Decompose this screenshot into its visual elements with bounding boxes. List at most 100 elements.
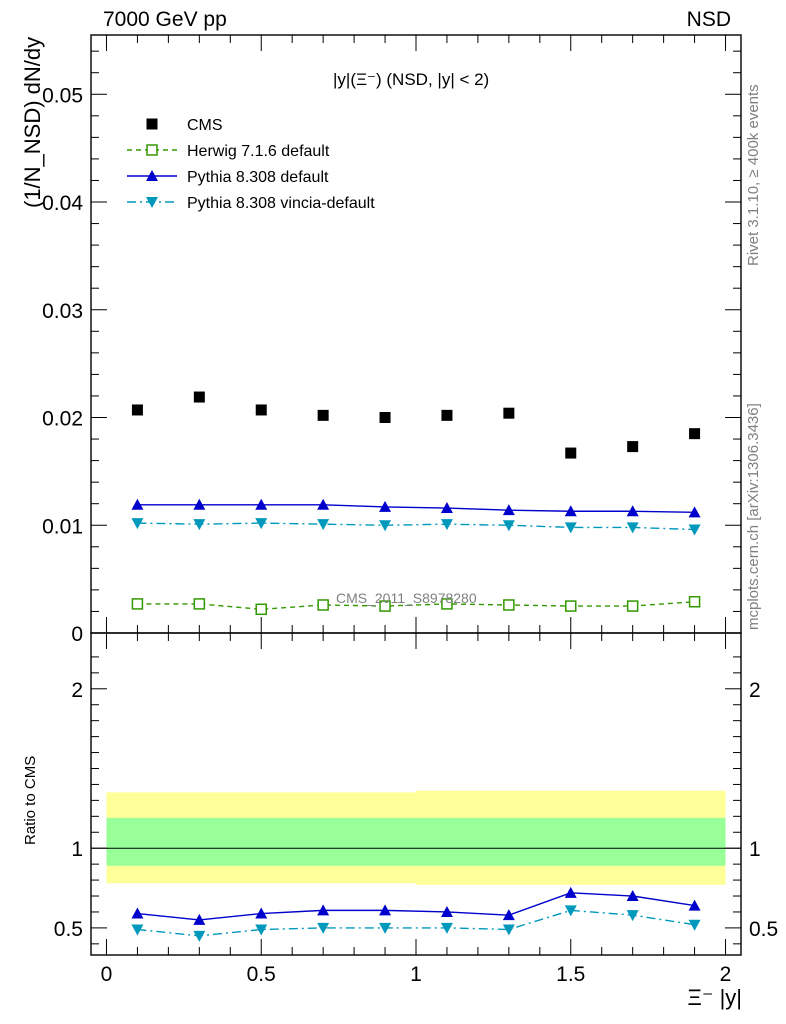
ratio-pythia-8-308-vincia-default-point [440, 922, 453, 934]
main-herwig-7-1-6-default-line [137, 601, 695, 610]
legend: CMS Herwig 7.1.6 default Pythia 8.308 defa… [127, 117, 375, 212]
main-pythia-8-308-vincia-default-point [688, 524, 701, 536]
rivet-label: Rivet 3.1.10, ≥ 400k events [745, 84, 762, 266]
mcplots-label: mcplots.cern.ch [arXiv:1306.3436] [745, 403, 762, 630]
data-series [131, 391, 701, 942]
energy-label: 7000 GeV pp [103, 8, 227, 31]
x-tick-label: 0 [101, 963, 113, 986]
main-herwig-7-1-6-default-point [193, 598, 206, 610]
main-herwig-7-1-6-default-point [255, 603, 267, 616]
main-herwig-7-1-6-default-point [688, 596, 701, 608]
ratio-pythia-8-308-default-point [255, 907, 268, 919]
main-pythia-8-308-vincia-default-series [131, 518, 701, 536]
main-cms-point [627, 441, 639, 453]
main-herwig-7-1-6-default-series [131, 596, 701, 616]
main-pythia-8-308-default-series [131, 498, 701, 518]
ratio-pythia-8-308-default-point [131, 907, 144, 919]
ratio-pythia-8-308-default-point [317, 904, 330, 916]
main-herwig-7-1-6-default-point [317, 599, 329, 611]
ratio-bands [91, 790, 741, 885]
main-pythia-8-308-default-point [379, 500, 392, 512]
ratio-y-tick-label-left: 2 [71, 679, 83, 702]
ratio-pythia-8-308-default-point [502, 909, 515, 921]
main-y-tick-label: 0 [71, 623, 83, 646]
main-pythia-8-308-vincia-default-point [317, 519, 330, 531]
x-tick-label: 1.5 [556, 963, 585, 986]
legend-label: Pythia 8.308 vincia-default [187, 195, 375, 212]
main-herwig-7-1-6-default-point [565, 600, 577, 612]
main-cms-point [193, 391, 205, 403]
ratio-y-tick-label-left: 0.5 [54, 918, 83, 941]
x-tick-label: 2 [720, 963, 732, 986]
ratio-y-tick-label-right: 2 [749, 679, 761, 702]
main-herwig-7-1-6-default-point [441, 598, 453, 610]
ratio-pythia-8-308-vincia-default-point [317, 922, 330, 934]
main-herwig-7-1-6-default-point [503, 599, 515, 611]
ratio-pythia-8-308-vincia-default-point [688, 919, 701, 931]
main-cms-series [131, 391, 701, 459]
analysis-watermark: CMS_2011_S8978280 [336, 590, 477, 606]
x-tick-label: 0.5 [247, 963, 276, 986]
main-pythia-8-308-default-line [137, 504, 695, 514]
main-cms-point [379, 412, 391, 424]
ratio-pythia-8-308-vincia-default-line [137, 909, 695, 937]
ratio-pythia-8-308-vincia-default-point [131, 924, 144, 936]
legend-label: CMS [187, 117, 223, 134]
ratio-pythia-8-308-vincia-default-series [131, 905, 701, 942]
ratio-plot-frame [90, 632, 742, 956]
ratio-y-tick-label-left: 1 [71, 838, 83, 861]
legend-entry: CMS [146, 117, 223, 134]
main-cms-point [565, 447, 577, 459]
ratio-pythia-8-308-vincia-default-point [379, 922, 392, 934]
ratio-pythia-8-308-default-point [626, 890, 639, 902]
main-cms-point [131, 404, 143, 416]
main-cms-point [689, 428, 701, 440]
x-axis-label: Ξ⁻ |y| [687, 985, 742, 1010]
main-pythia-8-308-default-point [564, 505, 577, 517]
main-pythia-8-308-default-point [317, 498, 330, 510]
ratio-pythia-8-308-default-point [379, 904, 392, 916]
legend-entry: Pythia 8.308 default [127, 169, 329, 186]
ratio-y-tick-label-right: 1 [749, 838, 761, 861]
main-y-tick-label: 0.02 [42, 408, 83, 431]
main-pythia-8-308-default-point [193, 498, 206, 510]
legend-label: Herwig 7.1.6 default [187, 143, 330, 160]
main-pythia-8-308-vincia-default-point [131, 518, 144, 530]
main-cms-point [503, 407, 515, 419]
legend-marker [146, 197, 158, 208]
ratio-pythia-8-308-vincia-default-point [193, 930, 206, 942]
main-cms-point [441, 409, 453, 421]
main-y-tick-label: 0.01 [42, 515, 83, 538]
main-cms-point [255, 404, 267, 416]
main-pythia-8-308-vincia-default-point [379, 520, 392, 532]
main-herwig-7-1-6-default-point [626, 600, 639, 612]
main-pythia-8-308-vincia-default-point [502, 520, 515, 532]
main-y-tick-label: 0.04 [42, 192, 83, 215]
main-pythia-8-308-vincia-default-point [564, 522, 577, 534]
main-pythia-8-308-default-point [440, 502, 453, 514]
ratio-pythia-8-308-vincia-default-point [626, 910, 639, 922]
main-y-tick-label: 0.03 [42, 300, 83, 323]
main-pythia-8-308-default-point [688, 506, 701, 518]
main-pythia-8-308-default-point [131, 498, 144, 510]
main-pythia-8-308-vincia-default-point [255, 518, 268, 530]
main-pythia-8-308-vincia-default-point [193, 519, 206, 531]
main-pythia-8-308-vincia-default-point [626, 522, 639, 534]
main-herwig-7-1-6-default-point [379, 600, 391, 612]
legend-marker [146, 118, 158, 130]
main-y-tick-label: 0.05 [42, 84, 83, 107]
ratio-pythia-8-308-default-series [131, 886, 701, 925]
legend-label: Pythia 8.308 default [187, 169, 329, 186]
ratio-pythia-8-308-default-point [688, 899, 701, 911]
ratio-pythia-8-308-vincia-default-point [564, 905, 577, 917]
main-pythia-8-308-default-point [502, 504, 515, 516]
legend-entry: Pythia 8.308 vincia-default [127, 195, 375, 212]
main-pythia-8-308-default-point [255, 498, 268, 510]
ratio-y-tick-label-right: 0.5 [749, 918, 778, 941]
ratio-pythia-8-308-vincia-default-point [255, 924, 268, 936]
ratio-pythia-8-308-default-point [193, 913, 206, 925]
ratio-pythia-8-308-vincia-default-point [502, 924, 515, 936]
ratio-pythia-8-308-default-point [440, 905, 453, 917]
main-y-axis-label: (1/N_NSD) dN/dy [20, 36, 45, 208]
